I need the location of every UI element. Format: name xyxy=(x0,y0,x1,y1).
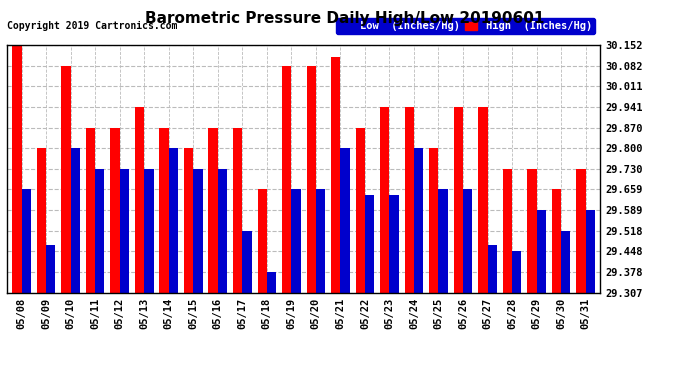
Bar xyxy=(586,210,595,292)
Bar xyxy=(282,66,291,292)
Bar xyxy=(527,169,537,292)
Bar xyxy=(414,148,423,292)
Bar xyxy=(70,148,80,292)
Bar xyxy=(184,148,193,292)
Bar xyxy=(552,189,561,292)
Bar xyxy=(12,45,21,292)
Bar xyxy=(110,128,119,292)
Bar xyxy=(380,107,389,292)
Bar xyxy=(404,107,414,292)
Bar xyxy=(355,128,365,292)
Bar xyxy=(316,189,325,292)
Bar xyxy=(576,169,586,292)
Bar xyxy=(159,128,169,292)
Bar xyxy=(453,107,463,292)
Bar xyxy=(389,195,399,292)
Bar xyxy=(478,107,488,292)
Bar xyxy=(233,128,242,292)
Text: Barometric Pressure Daily High/Low 20190601: Barometric Pressure Daily High/Low 20190… xyxy=(146,11,544,26)
Bar xyxy=(61,66,70,292)
Bar xyxy=(365,195,374,292)
Bar xyxy=(257,189,267,292)
Bar xyxy=(144,169,154,292)
Bar xyxy=(537,210,546,292)
Legend: Low  (Inches/Hg), High  (Inches/Hg): Low (Inches/Hg), High (Inches/Hg) xyxy=(336,18,595,34)
Bar xyxy=(503,169,512,292)
Bar xyxy=(169,148,178,292)
Bar xyxy=(291,189,301,292)
Bar xyxy=(208,128,218,292)
Bar xyxy=(119,169,129,292)
Bar xyxy=(463,189,472,292)
Bar xyxy=(193,169,203,292)
Bar xyxy=(95,169,104,292)
Bar xyxy=(340,148,350,292)
Bar xyxy=(46,245,55,292)
Bar xyxy=(135,107,144,292)
Text: Copyright 2019 Cartronics.com: Copyright 2019 Cartronics.com xyxy=(7,21,177,32)
Bar xyxy=(21,189,31,292)
Bar xyxy=(331,57,340,292)
Bar xyxy=(267,272,276,292)
Bar xyxy=(512,251,522,292)
Bar xyxy=(86,128,95,292)
Bar xyxy=(561,231,571,292)
Bar xyxy=(306,66,316,292)
Bar xyxy=(429,148,438,292)
Bar xyxy=(37,148,46,292)
Bar xyxy=(218,169,227,292)
Bar xyxy=(242,231,252,292)
Bar xyxy=(488,245,497,292)
Bar xyxy=(438,189,448,292)
